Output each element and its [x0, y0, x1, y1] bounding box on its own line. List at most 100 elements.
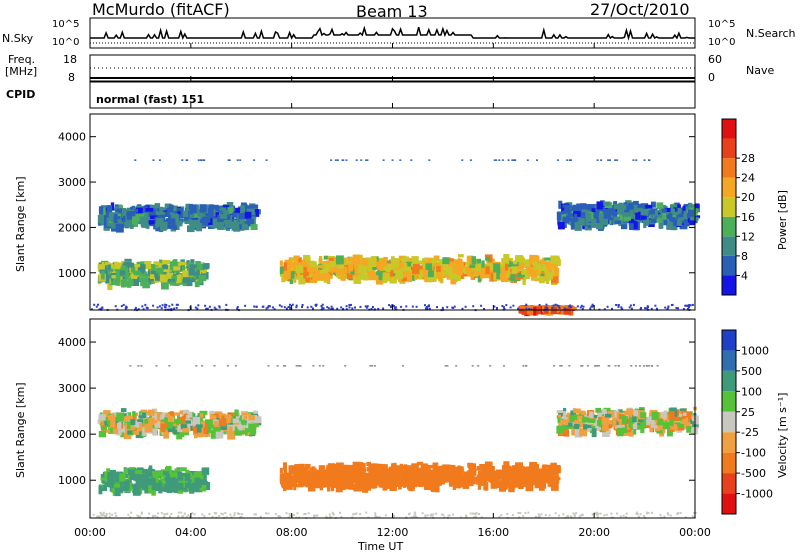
heatmap-cell: [171, 303, 174, 306]
heatmap-cell: [156, 306, 159, 309]
nave-tick-bottom: 0: [708, 71, 715, 84]
heatmap-cell: [413, 464, 417, 472]
heatmap-cell: [239, 218, 244, 225]
heatmap-cell: [223, 210, 229, 215]
heatmap-cell: [539, 483, 545, 491]
heatmap-cell: [165, 413, 173, 417]
heatmap-cell: [188, 268, 196, 276]
heatmap-cell: [568, 305, 571, 308]
heatmap-cell: [353, 465, 360, 470]
heatmap-cell: [288, 306, 291, 308]
heatmap-cell: [114, 305, 117, 308]
heatmap-cell: [643, 159, 646, 161]
heatmap-cell: [679, 212, 685, 218]
heatmap-cell: [431, 515, 434, 517]
y-tick-label: 4000: [58, 336, 86, 349]
heatmap-cell: [348, 304, 351, 307]
heatmap-cell: [187, 514, 190, 517]
heatmap-cell: [194, 210, 201, 218]
heatmap-cell: [228, 159, 231, 161]
heatmap-cell: [157, 415, 163, 425]
heatmap-cell: [167, 275, 172, 282]
heatmap-cell: [680, 417, 689, 424]
heatmap-cell: [405, 261, 413, 270]
heatmap-cell: [377, 307, 380, 310]
colorbar-tick-label: 100: [741, 385, 762, 398]
heatmap-cell: [130, 206, 134, 210]
heatmap-cell: [464, 305, 467, 308]
heatmap-cell: [190, 427, 196, 432]
heatmap-cell: [415, 305, 418, 308]
heatmap-cell: [461, 159, 464, 161]
heatmap-cell: [170, 308, 173, 310]
heatmap-cell: [428, 469, 433, 476]
heatmap-cell: [110, 426, 115, 433]
heatmap-cell: [465, 266, 472, 272]
heatmap-cell: [144, 303, 147, 306]
heatmap-cell: [655, 307, 658, 310]
heatmap-cell: [301, 478, 309, 487]
heatmap-cell: [199, 430, 206, 435]
heatmap-cell: [152, 159, 155, 161]
heatmap-cell: [195, 215, 203, 223]
heatmap-cell: [285, 307, 288, 310]
heatmap-cell: [178, 261, 187, 265]
heatmap-cell: [522, 276, 526, 285]
heatmap-cell: [580, 365, 583, 367]
heatmap-cell: [163, 471, 169, 476]
heatmap-cell: [160, 307, 163, 310]
heatmap-cell: [496, 307, 498, 310]
heatmap-cell: [168, 485, 174, 489]
heatmap-cell: [107, 415, 116, 421]
heatmap-cell: [681, 219, 688, 224]
heatmap-cell: [121, 428, 125, 433]
heatmap-cell: [564, 421, 569, 426]
heatmap-cell: [593, 511, 596, 514]
heatmap-cell: [348, 257, 356, 261]
heatmap-cell: [429, 514, 432, 517]
heatmap-cell: [654, 209, 658, 216]
x-tick-label: 04:00: [175, 526, 207, 539]
heatmap-cell: [378, 516, 381, 518]
heatmap-cell: [398, 484, 402, 490]
heatmap-cell: [242, 223, 248, 229]
heatmap-cell: [588, 211, 596, 219]
heatmap-cell: [98, 485, 103, 495]
heatmap-cell: [581, 411, 587, 415]
heatmap-cell: [627, 413, 636, 419]
heatmap-cell: [107, 264, 111, 271]
heatmap-cell: [443, 516, 446, 519]
heatmap-cell: [323, 480, 328, 488]
heatmap-cell: [413, 479, 418, 485]
heatmap-cell: [194, 431, 198, 439]
heatmap-cell: [145, 306, 148, 309]
freq-unit-label: [MHz]: [5, 65, 38, 78]
heatmap-cell: [533, 465, 539, 474]
heatmap-cell: [167, 426, 176, 432]
heatmap-cell: [504, 256, 510, 265]
heatmap-cell: [276, 365, 279, 367]
heatmap-cell: [206, 307, 209, 310]
heatmap-cell: [348, 306, 351, 309]
heatmap-cell: [345, 308, 348, 311]
heatmap-cell: [212, 208, 218, 216]
heatmap-cell: [514, 275, 521, 281]
heatmap-cell: [612, 417, 617, 427]
heatmap-cell: [407, 276, 413, 283]
heatmap-cell: [326, 306, 329, 309]
heatmap-cell: [322, 307, 325, 310]
heatmap-cell: [536, 159, 538, 161]
heatmap-cell: [163, 515, 166, 518]
heatmap-cell: [289, 303, 291, 306]
heatmap-cell: [194, 477, 201, 485]
heatmap-cell: [177, 263, 181, 268]
heatmap-cell: [516, 273, 525, 278]
heatmap-cell: [327, 484, 331, 492]
heatmap-cell: [203, 515, 206, 518]
heatmap-cell: [267, 365, 270, 367]
heatmap-cell: [92, 513, 95, 516]
heatmap-cell: [107, 474, 113, 480]
heatmap-cell: [189, 515, 191, 518]
colorbar-segment: [722, 370, 736, 392]
